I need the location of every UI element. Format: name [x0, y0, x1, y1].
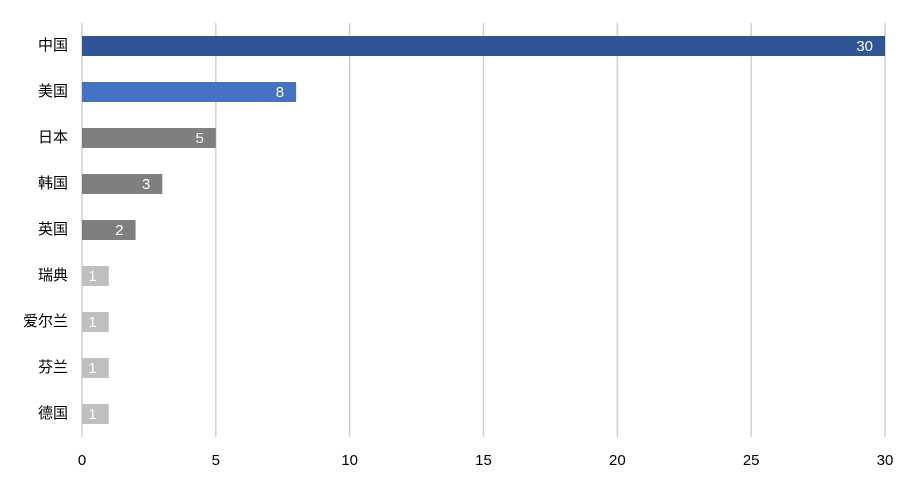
x-tick-label: 5 — [212, 452, 220, 469]
x-tick-label: 30 — [877, 452, 894, 469]
y-tick-label: 韩国 — [38, 175, 68, 192]
y-tick-label: 英国 — [38, 220, 68, 238]
data-label: 2 — [115, 222, 123, 239]
data-label: 3 — [142, 176, 150, 193]
data-label: 8 — [276, 84, 284, 101]
data-label: 1 — [88, 360, 96, 377]
y-tick-label: 瑞典 — [38, 267, 68, 284]
bar — [82, 220, 136, 240]
bar — [82, 82, 297, 102]
bar — [82, 404, 109, 424]
bar — [82, 174, 163, 194]
y-tick-label: 日本 — [38, 129, 68, 146]
x-tick-label: 0 — [78, 452, 86, 469]
y-tick-label: 芬兰 — [38, 359, 68, 376]
bar — [82, 128, 216, 148]
data-label: 1 — [88, 268, 96, 285]
data-label: 1 — [88, 406, 96, 423]
x-tick-label: 20 — [609, 452, 626, 469]
y-tick-label: 爱尔兰 — [23, 313, 68, 330]
data-label: 30 — [856, 38, 873, 55]
bar — [82, 36, 885, 56]
x-tick-label: 10 — [341, 452, 358, 469]
data-label: 1 — [88, 314, 96, 331]
bar — [82, 266, 109, 286]
data-label: 5 — [195, 130, 203, 147]
y-tick-label: 美国 — [38, 83, 68, 100]
bar — [82, 312, 109, 332]
y-tick-label: 中国 — [38, 37, 68, 54]
x-tick-label: 25 — [743, 452, 760, 469]
x-tick-label: 15 — [475, 452, 492, 469]
y-tick-label: 德国 — [38, 404, 68, 422]
bar — [82, 358, 109, 378]
